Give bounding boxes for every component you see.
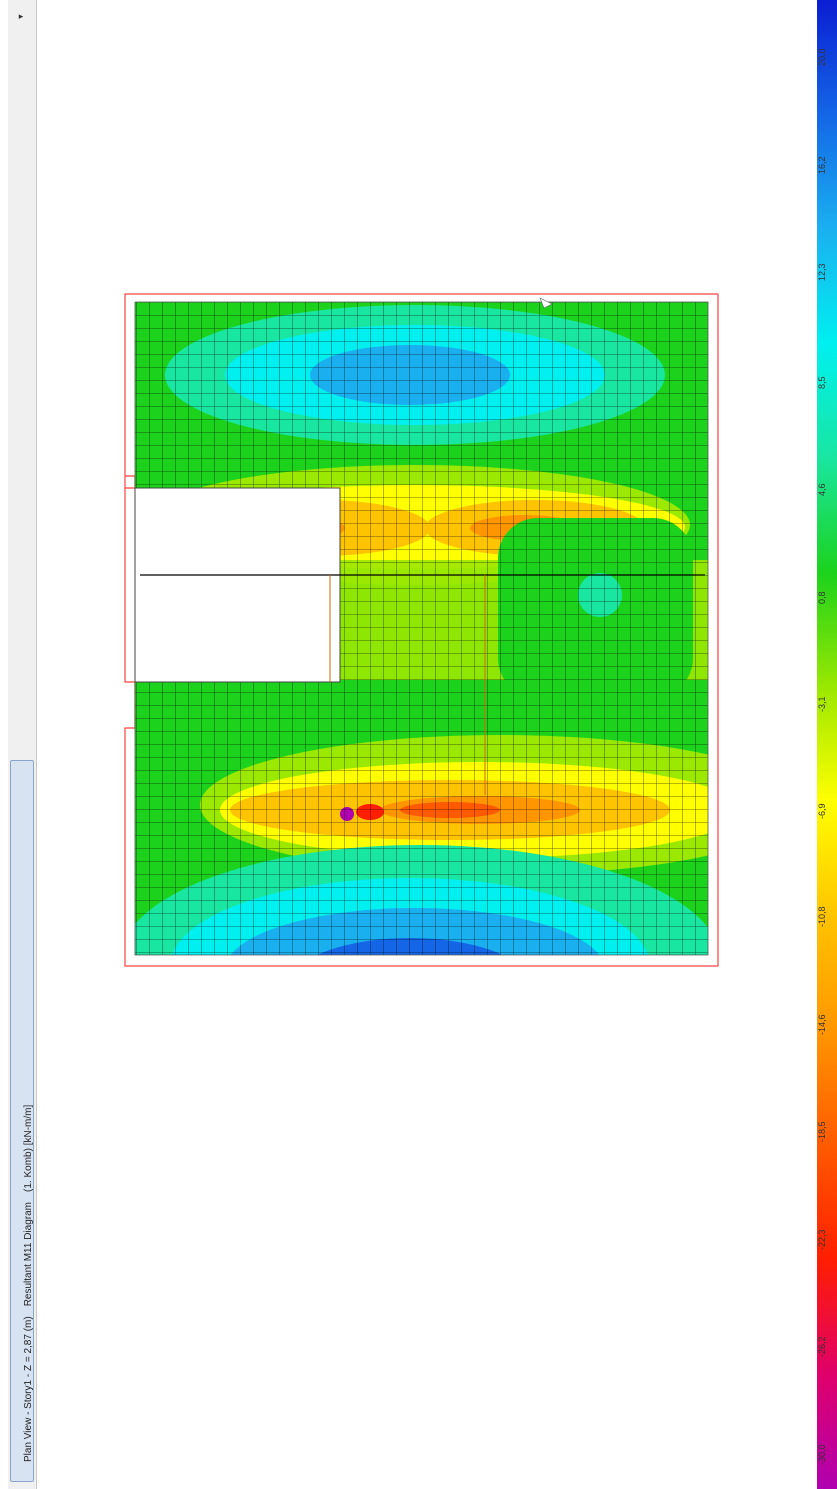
color-legend: -30,0 -26,2 -22,3 -18,5 -14,6 -10,8 -6,9 -3,1 0,… (817, 0, 837, 1489)
legend-label-text: 0,8 (817, 591, 827, 605)
slab-edge (134, 301, 709, 956)
legend-label-text: -14,6 (817, 1014, 827, 1035)
view-title: Plan View - Story1 - Z = 2,87 (m) Resulta… (23, 1105, 34, 1462)
view-title-combo-units: (1. Komb) [kN-m/m] (23, 1104, 34, 1192)
legend-label-text: -30,0 (817, 1444, 827, 1465)
dropdown-arrow-icon[interactable]: ▸ (18, 12, 24, 22)
view-title-tab[interactable]: Plan View - Story1 - Z = 2,87 (m) Resulta… (10, 760, 34, 1482)
legend-label-text: -10,8 (817, 906, 827, 927)
legend-label-text: -18,5 (817, 1121, 827, 1143)
title-panel: ▸ Plan View - Story1 - Z = 2,87 (m) Resul… (8, 0, 37, 1489)
legend-label-text: 20,0 (817, 48, 827, 66)
view-title-location: Plan View - Story1 - Z = 2,87 (m) (23, 1316, 34, 1462)
legend-label-text: -6,9 (817, 803, 827, 820)
arrow-icon (539, 297, 553, 309)
legend-label-text: 8,5 (817, 376, 827, 389)
legend-gradient (817, 0, 837, 1489)
legend-label-text: -22,3 (817, 1229, 827, 1250)
legend-label-text: -3,1 (817, 696, 827, 712)
legend-label-text: -26,2 (817, 1336, 827, 1358)
legend-label-text: 4,6 (817, 483, 827, 497)
legend-label-text: 16,2 (817, 156, 827, 174)
slab-opening (134, 487, 341, 683)
contour-plot (124, 293, 719, 967)
legend-label-text: 12,3 (817, 263, 827, 282)
view-title-diagram: Resultant M11 Diagram (23, 1201, 34, 1307)
